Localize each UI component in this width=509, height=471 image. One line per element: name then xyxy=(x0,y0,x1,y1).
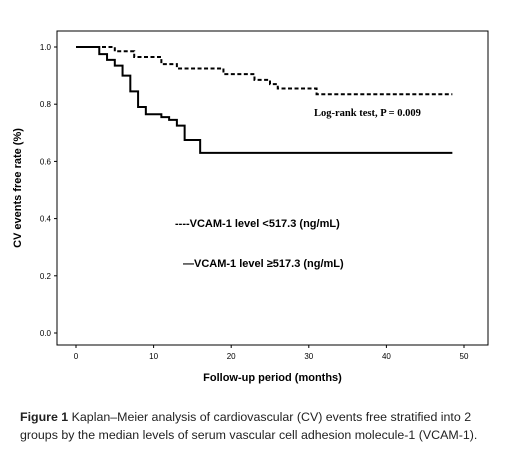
y-tick-label: 1.0 xyxy=(40,43,52,52)
survival-curves xyxy=(76,46,453,154)
x-tick-label: 20 xyxy=(227,352,236,361)
plot-frame xyxy=(56,30,489,346)
x-tick-label: 10 xyxy=(149,352,158,361)
x-tick-label: 50 xyxy=(460,352,469,361)
y-tick-label: 0.2 xyxy=(40,272,52,281)
y-tick-label: 0.8 xyxy=(40,100,52,109)
legend-entry-high: —VCAM-1 level ≥517.3 (ng/mL) xyxy=(183,258,344,270)
curve-low-vcam1 xyxy=(76,46,453,96)
y-axis-label: CV events free rate (%) xyxy=(12,128,24,248)
log-rank-annotation: Log-rank test, P = 0.009 xyxy=(314,108,421,119)
x-axis: 0 10 20 30 40 50 xyxy=(74,345,469,361)
y-axis: 0.0 0.2 0.4 0.6 0.8 1.0 xyxy=(40,43,57,338)
figure-caption: Figure 1 Kaplan–Meier analysis of cardio… xyxy=(20,408,500,444)
y-tick-label: 0.6 xyxy=(40,157,52,166)
x-axis-label: Follow-up period (months) xyxy=(203,372,342,384)
x-tick-label: 30 xyxy=(304,352,313,361)
x-tick-label: 0 xyxy=(74,352,79,361)
km-chart: 0.0 0.2 0.4 0.6 0.8 1.0 0 10 20 30 40 50 Log-rank … xyxy=(12,30,489,384)
curve-high-vcam1 xyxy=(76,46,453,154)
y-tick-label: 0.0 xyxy=(40,329,52,338)
legend-entry-low: ----VCAM-1 level <517.3 (ng/mL) xyxy=(175,218,340,230)
x-tick-label: 40 xyxy=(382,352,391,361)
y-tick-label: 0.4 xyxy=(40,215,52,224)
caption-text: Kaplan–Meier analysis of cardiovascular … xyxy=(20,410,478,442)
caption-label: Figure 1 xyxy=(20,410,69,424)
